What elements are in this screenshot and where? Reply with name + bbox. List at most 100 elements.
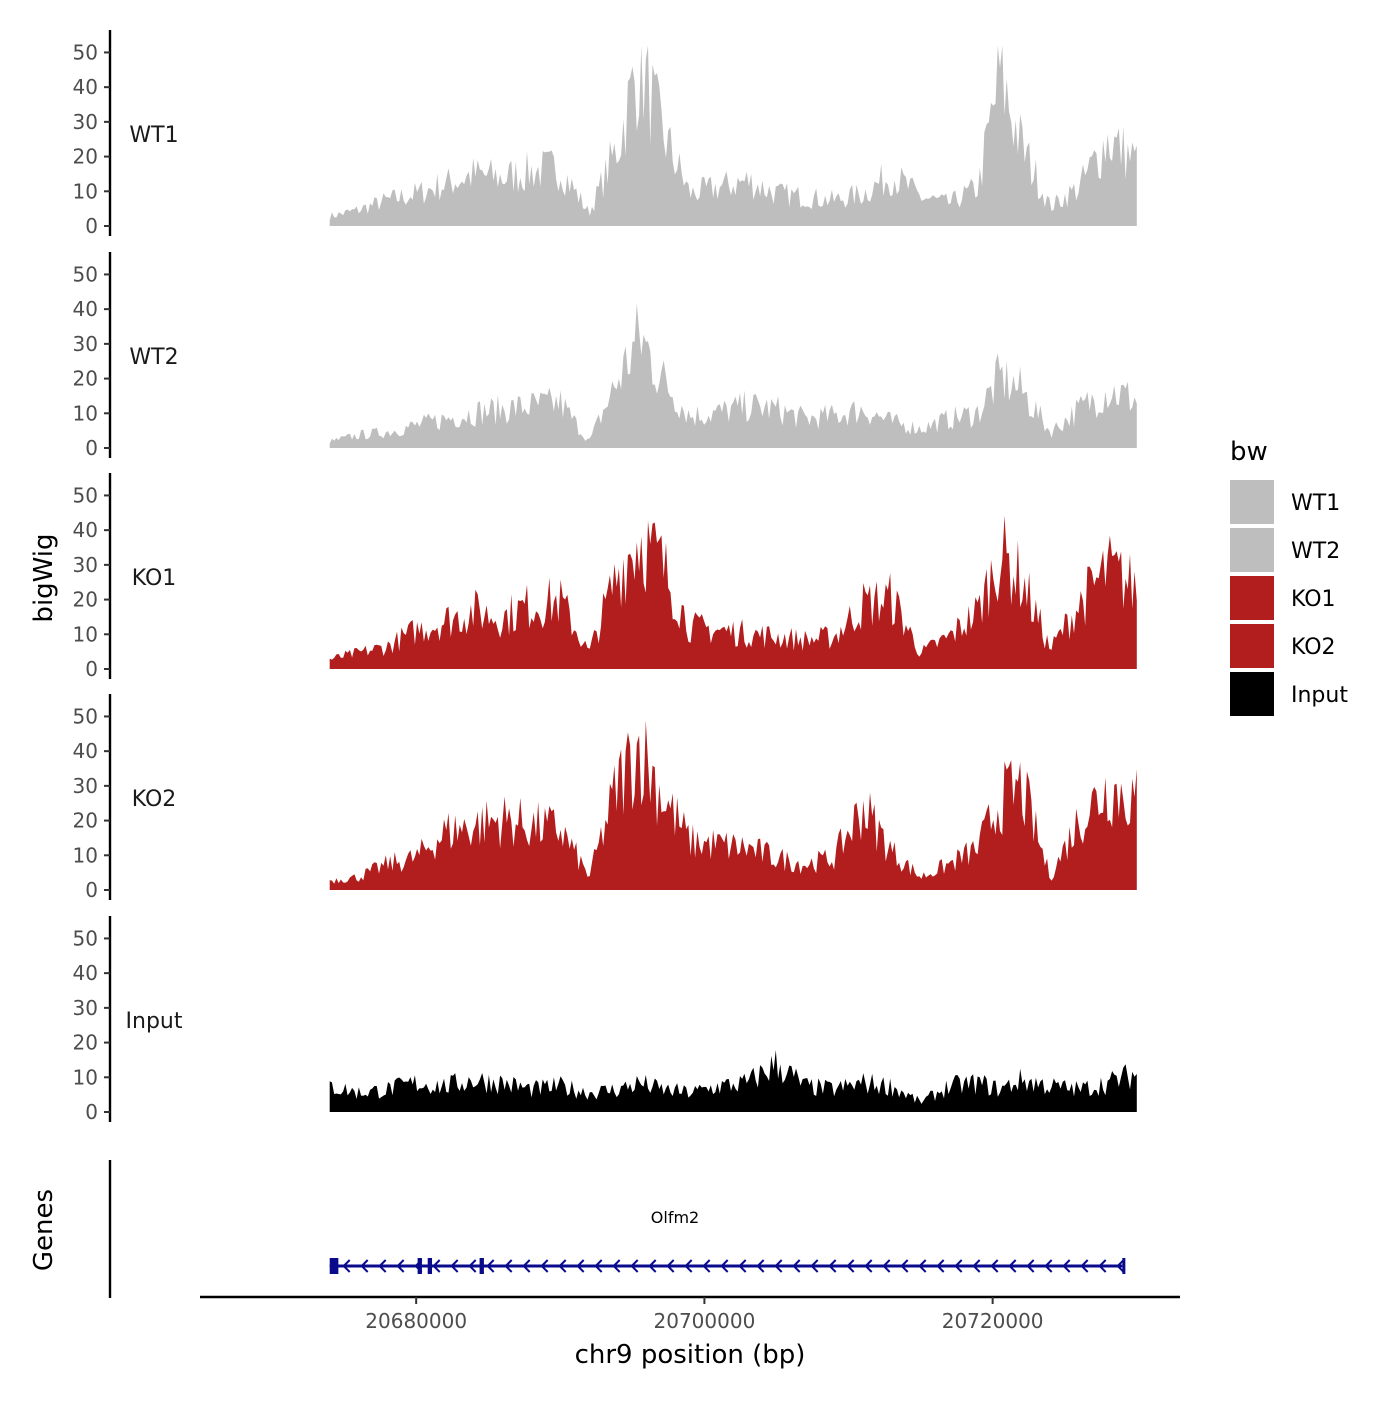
strand-arrow — [828, 1259, 837, 1273]
strand-arrow — [792, 1259, 801, 1273]
strand-arrow — [594, 1259, 603, 1273]
signal-area-ko1 — [329, 515, 1137, 669]
y-tick-label: 10 — [73, 179, 98, 203]
strand-arrow — [342, 1259, 351, 1273]
x-tick-label: 20680000 — [365, 1309, 467, 1333]
track-wt1: 0 10 20 30 40 50 WT1 — [73, 30, 1137, 238]
strand-arrow — [450, 1259, 459, 1273]
track-label-ko1: KO1 — [132, 566, 177, 591]
strand-arrow — [936, 1259, 945, 1273]
signal-area-input — [329, 1050, 1137, 1112]
strand-arrow — [630, 1259, 639, 1273]
x-tick-label: 20700000 — [654, 1309, 756, 1333]
y-tick-label: 50 — [73, 704, 98, 728]
legend-swatch-wt2 — [1230, 528, 1274, 572]
y-tick-label: 20 — [73, 367, 98, 391]
gene-exon — [479, 1258, 484, 1274]
strand-arrow — [468, 1259, 477, 1273]
track-ko2: 0 10 20 30 40 50 KO2 — [73, 694, 1137, 902]
strand-arrow — [612, 1259, 621, 1273]
legend-title: bw — [1230, 437, 1268, 467]
y-tick-label: 40 — [73, 518, 98, 542]
gene-exon — [417, 1258, 422, 1274]
y-tick-label: 10 — [73, 1065, 98, 1089]
y-tick-label: 50 — [73, 40, 98, 64]
track-wt2: 0 10 20 30 40 50 WT2 — [73, 252, 1137, 460]
y-tick-label: 10 — [73, 622, 98, 646]
legend-swatch-wt1 — [1230, 480, 1274, 524]
strand-arrow — [1026, 1259, 1035, 1273]
track-label-wt2: WT2 — [129, 345, 178, 370]
strand-arrow — [432, 1259, 441, 1273]
strand-arrow — [756, 1259, 765, 1273]
legend-label-input: Input — [1291, 683, 1348, 708]
genes-panel: Olfm2 — [108, 1160, 1126, 1298]
signal-area-wt2 — [329, 303, 1137, 448]
strand-arrow — [738, 1259, 747, 1273]
strand-arrow — [864, 1259, 873, 1273]
legend-swatch-ko1 — [1230, 576, 1274, 620]
legend-label-wt1: WT1 — [1291, 491, 1340, 516]
y-tick-label: 0 — [85, 436, 98, 460]
strand-arrow — [1008, 1259, 1017, 1273]
strand-arrow — [576, 1259, 585, 1273]
strand-arrow — [522, 1259, 531, 1273]
strand-arrow — [1116, 1259, 1125, 1273]
y-tick-label: 50 — [73, 926, 98, 950]
x-tick-label: 20720000 — [942, 1309, 1044, 1333]
genes-axis-title: Genes — [29, 1189, 59, 1271]
strand-arrow — [1044, 1259, 1053, 1273]
legend: bw WT1 WT2 KO1 KO2 Input — [1230, 437, 1348, 716]
strand-arrow — [720, 1259, 729, 1273]
strand-arrow — [810, 1259, 819, 1273]
strand-arrow — [1098, 1259, 1107, 1273]
legend-swatch-input — [1230, 672, 1274, 716]
strand-arrow — [1080, 1259, 1089, 1273]
y-tick-label: 20 — [73, 809, 98, 833]
y-tick-label: 40 — [73, 75, 98, 99]
y-tick-label: 30 — [73, 774, 98, 798]
strand-arrow — [360, 1259, 369, 1273]
y-tick-label: 30 — [73, 553, 98, 577]
y-tick-label: 40 — [73, 297, 98, 321]
strand-arrow — [990, 1259, 999, 1273]
track-ko1: 0 10 20 30 40 50 KO1 — [73, 473, 1137, 681]
legend-label-ko1: KO1 — [1291, 587, 1336, 612]
strand-arrow — [378, 1259, 387, 1273]
x-axis-title: chr9 position (bp) — [575, 1340, 806, 1370]
y-tick-label: 30 — [73, 110, 98, 134]
legend-swatch-ko2 — [1230, 624, 1274, 668]
strand-arrow — [954, 1259, 963, 1273]
y-tick-label: 10 — [73, 401, 98, 425]
strand-arrow — [558, 1259, 567, 1273]
strand-arrow — [540, 1259, 549, 1273]
y-tick-label: 0 — [85, 657, 98, 681]
track-label-input: Input — [126, 1009, 183, 1034]
legend-label-wt2: WT2 — [1291, 539, 1340, 564]
y-tick-label: 40 — [73, 961, 98, 985]
strand-arrow — [648, 1259, 657, 1273]
y-tick-label: 0 — [85, 214, 98, 238]
track-label-ko2: KO2 — [132, 787, 177, 812]
y-tick-label: 0 — [85, 1100, 98, 1124]
gene-exon — [427, 1258, 433, 1274]
y-axis-title: bigWig — [29, 533, 59, 622]
strand-arrow — [846, 1259, 855, 1273]
strand-arrow — [702, 1259, 711, 1273]
y-tick-label: 20 — [73, 1031, 98, 1055]
strand-arrow — [486, 1259, 495, 1273]
track-input: 0 10 20 30 40 50 Input — [73, 916, 1137, 1124]
strand-arrow — [396, 1259, 405, 1273]
gene-exon — [329, 1258, 339, 1274]
legend-label-ko2: KO2 — [1291, 635, 1336, 660]
gene-exon — [1122, 1258, 1126, 1274]
y-tick-label: 50 — [73, 483, 98, 507]
track-label-wt1: WT1 — [129, 123, 178, 148]
y-tick-label: 0 — [85, 878, 98, 902]
signal-area-wt1 — [329, 45, 1137, 226]
strand-arrow — [900, 1259, 909, 1273]
y-tick-label: 20 — [73, 588, 98, 612]
y-tick-label: 40 — [73, 739, 98, 763]
y-tick-label: 10 — [73, 843, 98, 867]
signal-tracks: 0 10 20 30 40 50 WT1 0 10 20 30 40 50 WT2 0 10 20 30 40 50 K… — [73, 30, 1137, 1124]
